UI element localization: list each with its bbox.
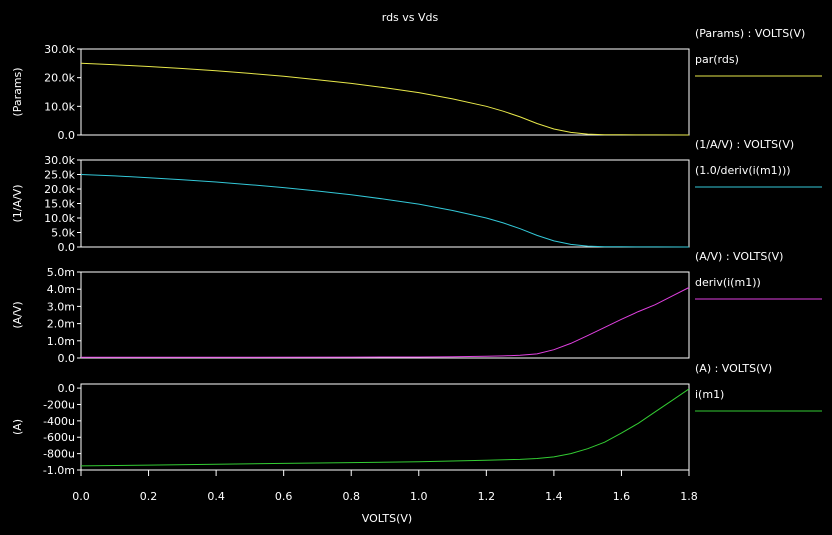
series-line-2 <box>80 174 690 248</box>
plot-frame <box>80 48 690 136</box>
y-tick-label: 10.0k <box>44 212 75 225</box>
series-line-4 <box>80 388 690 467</box>
y-tick-label: 30.0k <box>44 154 75 167</box>
y-tick-label: -400u <box>43 415 75 428</box>
panel-3: 0.0 1.0m 2.0m 3.0m 4.0m 5.0m (A/V) (A/V) : VOLT… <box>11 250 822 365</box>
y-tick-label: 0.0 <box>58 382 76 395</box>
y-tick-label: 25.0k <box>44 169 75 182</box>
y-tick-label: 0.0 <box>58 241 76 254</box>
x-tick-label: 0.2 <box>140 490 158 503</box>
panels: 0.0 10.0k 20.0k 30.0k (Params) (Params) : VOL… <box>11 27 822 477</box>
y-tick-label: 20.0k <box>44 183 75 196</box>
y-tick-label: 10.0k <box>44 100 75 113</box>
series-line-3 <box>81 287 690 358</box>
y-tick-label: -1.0m <box>43 464 75 477</box>
plot-frame <box>80 159 690 248</box>
x-tick-label: 1.4 <box>545 490 563 503</box>
y-axis-label: (A) <box>11 419 24 435</box>
chart-title: rds vs Vds <box>382 11 439 24</box>
y-tick-label: 4.0m <box>47 283 75 296</box>
legend-entry: par(rds) <box>695 53 739 66</box>
legend-header: (Params) : VOLTS(V) <box>695 27 805 40</box>
legend-header: (A/V) : VOLTS(V) <box>695 250 783 263</box>
x-axis-label: VOLTS(V) <box>362 512 412 525</box>
y-tick-label: -200u <box>43 398 75 411</box>
y-tick-label: 0.0 <box>58 129 76 142</box>
series-line-1 <box>80 62 690 136</box>
x-tick-label: 0.0 <box>72 490 90 503</box>
x-tick-label: 1.0 <box>410 490 428 503</box>
y-tick-label: 5.0k <box>51 227 75 240</box>
legend-header: (1/A/V) : VOLTS(V) <box>695 138 794 151</box>
legend-entry: deriv(i(m1)) <box>695 276 761 289</box>
y-axis-label: (A/V) <box>11 301 24 328</box>
y-tick-label: 30.0k <box>44 43 75 56</box>
y-axis-label: (1/A/V) <box>11 184 24 222</box>
y-tick-label: 3.0m <box>47 300 75 313</box>
legend-entry: i(m1) <box>695 388 724 401</box>
plot-frame <box>80 271 690 359</box>
legend-entry: (1.0/deriv(i(m1))) <box>695 164 791 177</box>
y-tick-label: 20.0k <box>44 72 75 85</box>
y-tick-label: 2.0m <box>47 318 75 331</box>
y-tick-label: 0.0 <box>58 352 76 365</box>
legend-header: (A) : VOLTS(V) <box>695 362 772 375</box>
y-tick-label: 5.0m <box>47 266 75 279</box>
y-tick-label: -600u <box>43 431 75 444</box>
panel-4: -1.0m -800u -600u -400u -200u 0.0 (A) (A) : VOL… <box>11 362 822 477</box>
x-tick-label: 1.8 <box>680 490 698 503</box>
panel-1: 0.0 10.0k 20.0k 30.0k (Params) (Params) : VOL… <box>11 27 822 142</box>
y-axis-label: (Params) <box>11 67 24 116</box>
plot-frame <box>80 383 690 471</box>
x-tick-label: 0.6 <box>275 490 293 503</box>
y-tick-label: 1.0m <box>47 335 75 348</box>
x-tick-label: 0.4 <box>207 490 225 503</box>
x-tick-label: 1.6 <box>613 490 631 503</box>
x-axis: 0.0 0.2 0.4 0.6 0.8 1.0 1.2 1.4 1.6 1.8 <box>72 470 698 503</box>
x-tick-label: 1.2 <box>478 490 496 503</box>
y-tick-label: 15.0k <box>44 198 75 211</box>
y-tick-label: -800u <box>43 448 75 461</box>
x-tick-label: 0.8 <box>342 490 360 503</box>
